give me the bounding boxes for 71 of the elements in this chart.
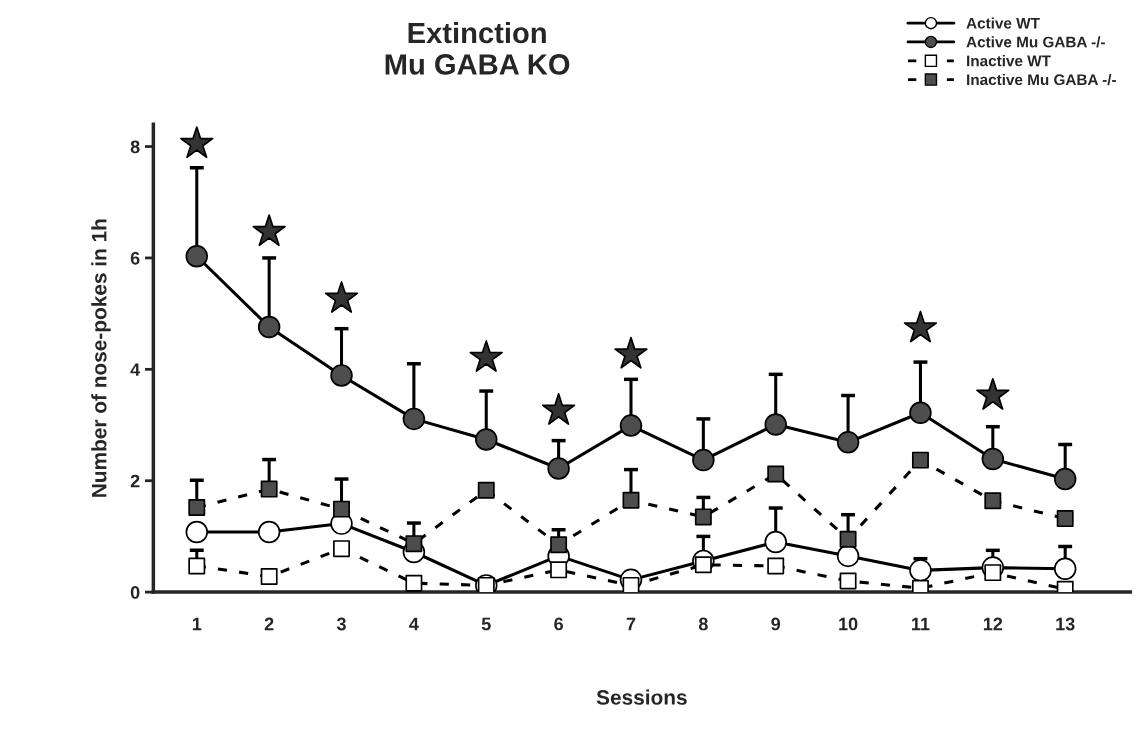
point bbox=[614, 336, 648, 369]
point bbox=[324, 281, 359, 313]
point bbox=[909, 559, 932, 582]
point bbox=[333, 500, 350, 518]
point bbox=[909, 401, 932, 425]
point bbox=[185, 245, 209, 268]
x-tick-label: 3 bbox=[336, 617, 346, 631]
x-tick-label: 12 bbox=[983, 617, 1003, 631]
x-tick-label: 11 bbox=[912, 617, 930, 631]
point bbox=[981, 447, 1005, 471]
chart-title: Extinction Mu GABA KO bbox=[385, 21, 570, 75]
point bbox=[185, 520, 209, 544]
point bbox=[622, 491, 640, 509]
point bbox=[180, 126, 214, 159]
y-tick-label: 8 bbox=[130, 140, 140, 154]
point bbox=[188, 557, 206, 575]
point bbox=[1056, 510, 1074, 528]
point bbox=[1053, 557, 1077, 580]
point bbox=[764, 530, 787, 554]
point bbox=[333, 540, 350, 558]
point bbox=[767, 465, 785, 483]
y-tick-label: 6 bbox=[130, 251, 140, 265]
point bbox=[474, 428, 498, 451]
point bbox=[188, 498, 206, 516]
point bbox=[330, 364, 353, 387]
legend-label: Inactive Mu GABA -/- bbox=[967, 73, 1116, 86]
x-tick-label: 8 bbox=[698, 617, 708, 631]
point bbox=[839, 572, 857, 590]
point bbox=[767, 557, 785, 575]
point bbox=[694, 508, 712, 526]
point bbox=[764, 413, 787, 436]
point bbox=[692, 448, 715, 472]
x-tick-label: 7 bbox=[626, 617, 636, 631]
point bbox=[550, 561, 568, 579]
point bbox=[402, 407, 426, 431]
y-tick-label: 2 bbox=[130, 474, 140, 488]
x-tick-label: 1 bbox=[192, 617, 202, 631]
x-tick-label: 4 bbox=[409, 617, 419, 631]
legend-label: Active Mu GABA -/- bbox=[966, 36, 1105, 48]
point bbox=[260, 480, 278, 498]
y-axis-title: Number of nose-pokes in 1h bbox=[91, 219, 111, 497]
x-tick-label: 2 bbox=[264, 617, 274, 631]
point bbox=[619, 414, 643, 437]
y-tick-label: 0 bbox=[130, 586, 140, 599]
x-tick-label: 6 bbox=[554, 617, 563, 631]
point bbox=[1053, 467, 1077, 491]
point bbox=[903, 310, 938, 343]
legend-label: Inactive WT bbox=[967, 55, 1051, 67]
x-tick-label: 13 bbox=[1056, 617, 1075, 631]
point bbox=[469, 340, 503, 372]
x-tick-label: 9 bbox=[771, 617, 781, 631]
point bbox=[257, 520, 281, 544]
point bbox=[260, 568, 278, 585]
x-tick-label: 5 bbox=[481, 617, 491, 631]
point bbox=[839, 530, 857, 548]
legend-label: Active WT bbox=[966, 17, 1040, 29]
point bbox=[836, 431, 860, 454]
point bbox=[911, 451, 929, 469]
point bbox=[547, 457, 570, 480]
x-axis-title: Sessions bbox=[596, 689, 687, 705]
point bbox=[477, 481, 495, 499]
point bbox=[550, 536, 568, 554]
point bbox=[405, 574, 423, 592]
point bbox=[541, 393, 576, 425]
point bbox=[984, 492, 1002, 510]
point bbox=[257, 315, 281, 339]
point bbox=[405, 535, 423, 553]
point bbox=[252, 214, 286, 247]
point bbox=[976, 378, 1010, 410]
y-tick-label: 4 bbox=[130, 363, 141, 376]
x-tick-label: 10 bbox=[839, 617, 858, 631]
